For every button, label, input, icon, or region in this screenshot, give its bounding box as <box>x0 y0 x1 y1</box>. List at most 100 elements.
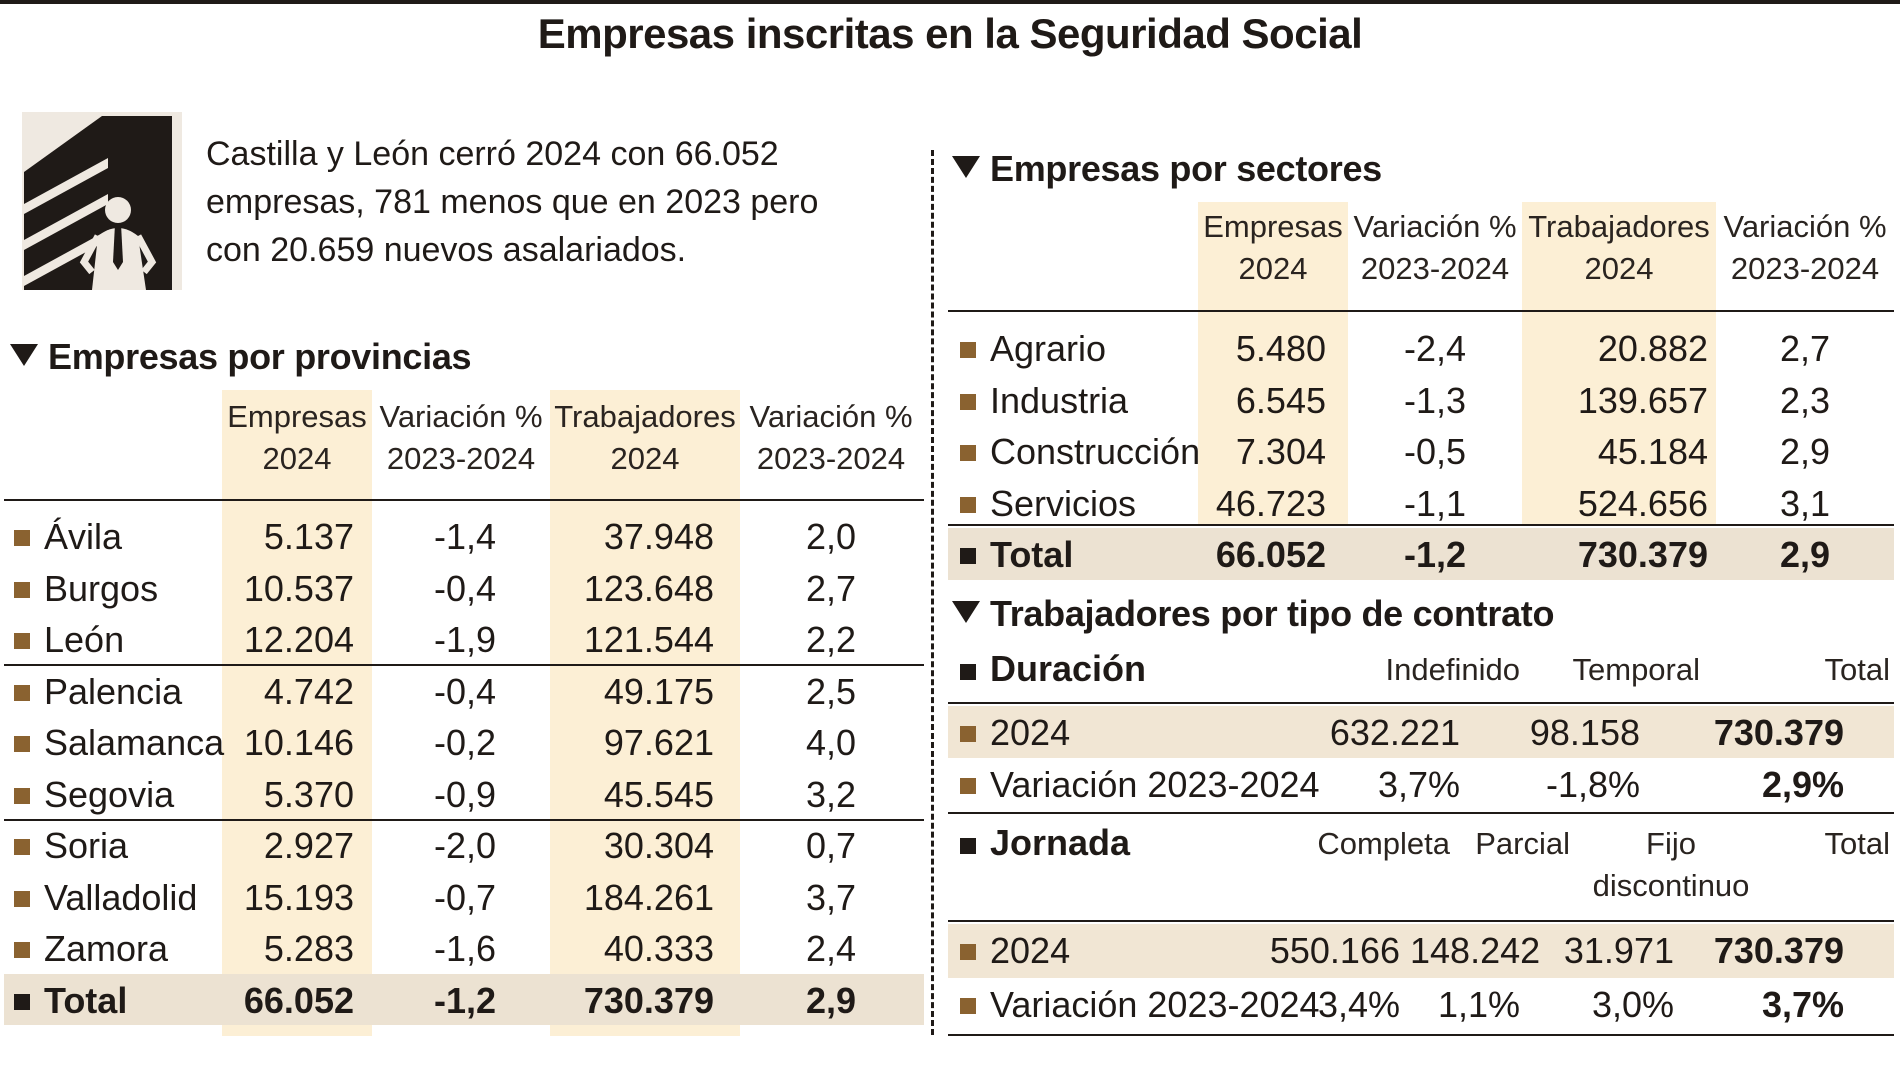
jornada-label: Jornada <box>990 822 1131 863</box>
row-label: Total <box>44 979 128 1021</box>
cell-value: 20.882 <box>1597 328 1708 369</box>
cell-value: 2,9 <box>805 979 857 1021</box>
table-rule <box>948 920 1894 922</box>
cell-value: 45.545 <box>603 773 714 815</box>
table-row: 2024 632.221 98.158 730.379 <box>948 706 1894 758</box>
table-row: Palencia 4.742 -0,4 49.175 2,5 <box>4 665 924 717</box>
cell-value: 2,9% <box>1761 764 1844 805</box>
bullet-square-icon <box>960 726 976 742</box>
header-line: Empresas <box>227 399 367 434</box>
cell-value: 49.175 <box>603 670 714 712</box>
table-row: Salamanca 10.146 -0,2 97.621 4,0 <box>4 716 924 768</box>
cell-value: 98.158 <box>1529 712 1640 753</box>
duracion-label: Duración <box>990 648 1147 689</box>
table-rule <box>948 310 1894 312</box>
header-line: 2023-2024 <box>386 441 536 476</box>
cell-value: 3,7% <box>1761 984 1844 1025</box>
cell-value: 30.304 <box>603 825 714 866</box>
triangle-down-icon <box>10 344 38 366</box>
total-row: Total 66.052 -1,2 730.379 2,9 <box>948 528 1894 580</box>
row-label: Variación 2023-2024 <box>990 764 1320 805</box>
cell-value: 2,2 <box>805 619 857 660</box>
cell-value: -0,4 <box>433 567 497 609</box>
cell-value: 121.544 <box>583 619 714 660</box>
cell-value: -1,2 <box>1403 534 1467 575</box>
cell-value: -1,9 <box>433 619 497 660</box>
cell-value: 3,7% <box>1377 764 1460 805</box>
header-empresas: Empresas 2024 <box>222 396 372 480</box>
table-row: Servicios 46.723 -1,1 524.656 3,1 <box>948 477 1894 529</box>
cell-value: 2,3 <box>1779 379 1831 421</box>
cell-value: 0,7 <box>805 825 857 866</box>
header-completa: Completa <box>1317 826 1450 861</box>
cell-value: -1,3 <box>1403 379 1467 421</box>
cell-value: 2,0 <box>805 516 857 557</box>
header-variacion-trabajadores: Variación % 2023-2024 <box>746 396 916 480</box>
highlight-trabajadores-column <box>550 390 740 1036</box>
row-label: León <box>44 619 125 660</box>
row-label: Construcción <box>990 431 1201 472</box>
header-line: 2023-2024 <box>756 441 906 476</box>
cell-value: 730.379 <box>583 979 714 1021</box>
table-rule <box>948 702 1894 704</box>
row-label: Segovia <box>44 773 175 815</box>
bullet-square-icon <box>14 530 30 546</box>
row-label: Servicios <box>990 482 1137 524</box>
cell-value: 2,5 <box>805 670 857 712</box>
cell-value: 37.948 <box>603 516 714 557</box>
page-title: Empresas inscritas en la Seguridad Socia… <box>537 10 1363 57</box>
total-row: Total 66.052 -1,2 730.379 2,9 <box>4 973 924 1025</box>
header-line: Empresas <box>1203 209 1343 244</box>
cell-value: 632.221 <box>1329 712 1460 753</box>
row-label: Agrario <box>990 328 1107 369</box>
column-divider <box>931 150 934 1035</box>
header-total: Total <box>1824 652 1890 687</box>
bullet-square-icon <box>960 944 976 960</box>
row-label: Total <box>990 534 1074 575</box>
header-line: Trabajadores <box>554 399 736 434</box>
bullet-square-icon <box>960 548 976 564</box>
group-rule <box>4 664 924 666</box>
row-label: Variación 2023-2024 <box>990 984 1320 1025</box>
row-label: Valladolid <box>44 876 198 918</box>
row-label: Zamora <box>44 928 169 969</box>
header-line: 2024 <box>262 441 332 476</box>
cell-value: 2,9 <box>1779 431 1831 472</box>
bullet-square-icon <box>14 736 30 752</box>
cell-value: -2,4 <box>1403 328 1467 369</box>
header-line: 2023-2024 <box>1730 251 1880 286</box>
cell-value: 2,7 <box>1779 328 1831 369</box>
cell-value: 184.261 <box>583 876 714 918</box>
cell-value: 550.166 <box>1269 930 1400 971</box>
header-indefinido: Indefinido <box>1385 652 1520 687</box>
section-title-provincias-text: Empresas por provincias <box>48 336 472 377</box>
cell-value: 97.621 <box>603 722 714 763</box>
businessman-building-icon <box>22 112 182 290</box>
cell-value: 4.742 <box>263 670 354 712</box>
bullet-square-icon <box>960 664 976 680</box>
cell-value: 123.648 <box>583 567 714 609</box>
row-label: Salamanca <box>44 722 225 763</box>
cell-value: 6.545 <box>1235 379 1326 421</box>
cell-value: 66.052 <box>1215 534 1326 575</box>
table-row: Agrario 5.480 -2,4 20.882 2,7 <box>948 322 1894 374</box>
bullet-square-icon <box>960 778 976 794</box>
row-label: 2024 <box>990 712 1071 753</box>
cell-value: 3,1 <box>1779 482 1831 524</box>
header-discontinuo: discontinuo <box>1592 868 1750 903</box>
table-row: León 12.204 -1,9 121.544 2,2 <box>4 613 924 665</box>
cell-value: 730.379 <box>1577 534 1708 575</box>
cell-value: 3,7 <box>805 876 857 918</box>
row-label: Industria <box>990 379 1129 421</box>
cell-value: -1,2 <box>433 979 497 1021</box>
table-row: Valladolid 15.193 -0,7 184.261 3,7 <box>4 871 924 923</box>
table-rule <box>4 499 924 501</box>
table-row: 2024 550.166 148.242 31.971 730.379 <box>948 924 1894 978</box>
header-line: Variación % <box>1353 209 1517 244</box>
header-fijo: Fijo <box>1646 826 1696 861</box>
cell-value: 4,0 <box>805 722 857 763</box>
table-row: Construcción 7.304 -0,5 45.184 2,9 <box>948 425 1894 477</box>
table-row: Variación 2023-2024 3,7% -1,8% 2,9% <box>948 758 1894 810</box>
highlight-trabajadores-column <box>1522 202 1716 524</box>
cell-value: 2,7 <box>805 567 857 609</box>
